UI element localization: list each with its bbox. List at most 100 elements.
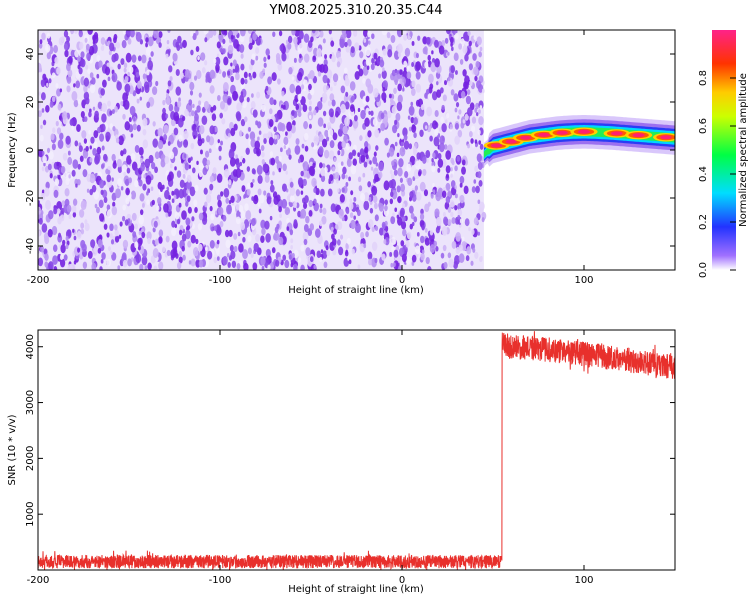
spectrogram-noise-region bbox=[38, 30, 487, 270]
noise-speckle bbox=[343, 214, 348, 222]
noise-speckle bbox=[210, 226, 214, 232]
noise-speckle bbox=[302, 162, 306, 168]
noise-speckle bbox=[84, 37, 88, 43]
noise-speckle bbox=[132, 123, 137, 131]
noise-speckle bbox=[171, 227, 177, 237]
noise-speckle bbox=[258, 130, 262, 135]
noise-speckle bbox=[343, 67, 348, 74]
noise-speckle bbox=[93, 141, 98, 149]
noise-speckle bbox=[363, 161, 368, 168]
noise-speckle bbox=[240, 91, 244, 96]
noise-speckle bbox=[455, 232, 462, 242]
noise-speckle bbox=[290, 244, 293, 250]
noise-speckle bbox=[390, 34, 396, 44]
noise-speckle bbox=[319, 208, 323, 213]
noise-speckle bbox=[120, 150, 124, 157]
noise-speckle bbox=[332, 238, 337, 246]
noise-speckle bbox=[441, 136, 445, 141]
noise-speckle bbox=[471, 228, 475, 235]
noise-speckle bbox=[308, 209, 313, 217]
noise-speckle bbox=[252, 32, 257, 41]
noise-speckle bbox=[62, 239, 66, 246]
spectrogram-ylabel: Frequency (Hz) bbox=[7, 112, 18, 188]
noise-speckle bbox=[172, 52, 178, 62]
noise-speckle bbox=[394, 119, 398, 126]
noise-speckle bbox=[115, 188, 122, 199]
noise-speckle bbox=[261, 104, 266, 112]
noise-speckle bbox=[287, 35, 293, 44]
noise-speckle bbox=[147, 262, 152, 270]
noise-speckle bbox=[314, 228, 321, 238]
noise-speckle bbox=[183, 139, 189, 148]
noise-speckle bbox=[336, 50, 341, 59]
noise-speckle bbox=[43, 248, 48, 255]
noise-speckle bbox=[57, 174, 61, 180]
noise-speckle bbox=[181, 158, 184, 164]
noise-speckle bbox=[352, 119, 359, 129]
noise-speckle bbox=[440, 252, 445, 259]
noise-speckle bbox=[350, 46, 355, 54]
noise-speckle bbox=[359, 135, 363, 142]
noise-speckle bbox=[142, 73, 147, 80]
noise-speckle bbox=[236, 102, 242, 112]
noise-speckle bbox=[151, 162, 156, 170]
noise-speckle bbox=[222, 82, 229, 92]
noise-speckle bbox=[312, 55, 316, 61]
noise-speckle bbox=[59, 88, 63, 93]
noise-speckle bbox=[299, 53, 302, 59]
x-tick-label: 0 bbox=[399, 275, 405, 286]
noise-speckle bbox=[422, 36, 428, 45]
noise-speckle bbox=[467, 30, 471, 36]
noise-speckle bbox=[357, 107, 361, 113]
noise-speckle bbox=[244, 218, 249, 227]
noise-speckle bbox=[279, 44, 284, 52]
noise-speckle bbox=[275, 259, 280, 267]
noise-speckle bbox=[397, 73, 400, 79]
noise-speckle bbox=[178, 229, 183, 236]
noise-speckle bbox=[295, 97, 299, 103]
noise-speckle bbox=[100, 163, 105, 169]
noise-speckle bbox=[321, 215, 327, 225]
noise-speckle bbox=[442, 244, 447, 252]
noise-speckle bbox=[80, 222, 85, 229]
noise-speckle bbox=[90, 239, 96, 248]
noise-speckle bbox=[269, 97, 274, 106]
noise-speckle bbox=[344, 116, 350, 127]
noise-speckle bbox=[300, 96, 306, 106]
noise-speckle bbox=[305, 247, 311, 257]
noise-speckle bbox=[222, 93, 229, 103]
noise-speckle bbox=[332, 73, 339, 83]
noise-speckle bbox=[331, 233, 335, 240]
noise-speckle bbox=[134, 241, 139, 249]
noise-speckle bbox=[130, 152, 136, 162]
noise-speckle bbox=[266, 196, 272, 205]
noise-speckle bbox=[437, 167, 441, 173]
noise-speckle bbox=[406, 71, 412, 80]
noise-speckle bbox=[322, 110, 327, 117]
noise-speckle bbox=[300, 170, 304, 177]
noise-speckle bbox=[346, 237, 351, 245]
noise-speckle bbox=[378, 227, 384, 236]
noise-speckle bbox=[348, 259, 352, 265]
noise-speckle bbox=[349, 81, 356, 91]
noise-speckle bbox=[422, 156, 427, 164]
noise-speckle bbox=[129, 105, 136, 116]
noise-speckle bbox=[288, 66, 293, 75]
y-tick-label: 0 bbox=[25, 147, 36, 153]
noise-speckle bbox=[400, 207, 405, 216]
noise-speckle bbox=[65, 178, 70, 186]
noise-speckle bbox=[216, 173, 223, 183]
noise-speckle bbox=[166, 89, 170, 95]
noise-speckle bbox=[324, 129, 329, 138]
noise-speckle bbox=[184, 108, 189, 117]
noise-speckle bbox=[157, 127, 163, 137]
noise-speckle bbox=[237, 231, 241, 237]
noise-speckle bbox=[317, 117, 324, 127]
noise-speckle bbox=[301, 143, 305, 149]
noise-speckle bbox=[216, 239, 220, 245]
noise-speckle bbox=[354, 223, 361, 234]
noise-speckle bbox=[370, 63, 375, 71]
noise-speckle bbox=[265, 233, 271, 243]
noise-speckle bbox=[297, 257, 302, 263]
noise-speckle bbox=[344, 101, 350, 110]
